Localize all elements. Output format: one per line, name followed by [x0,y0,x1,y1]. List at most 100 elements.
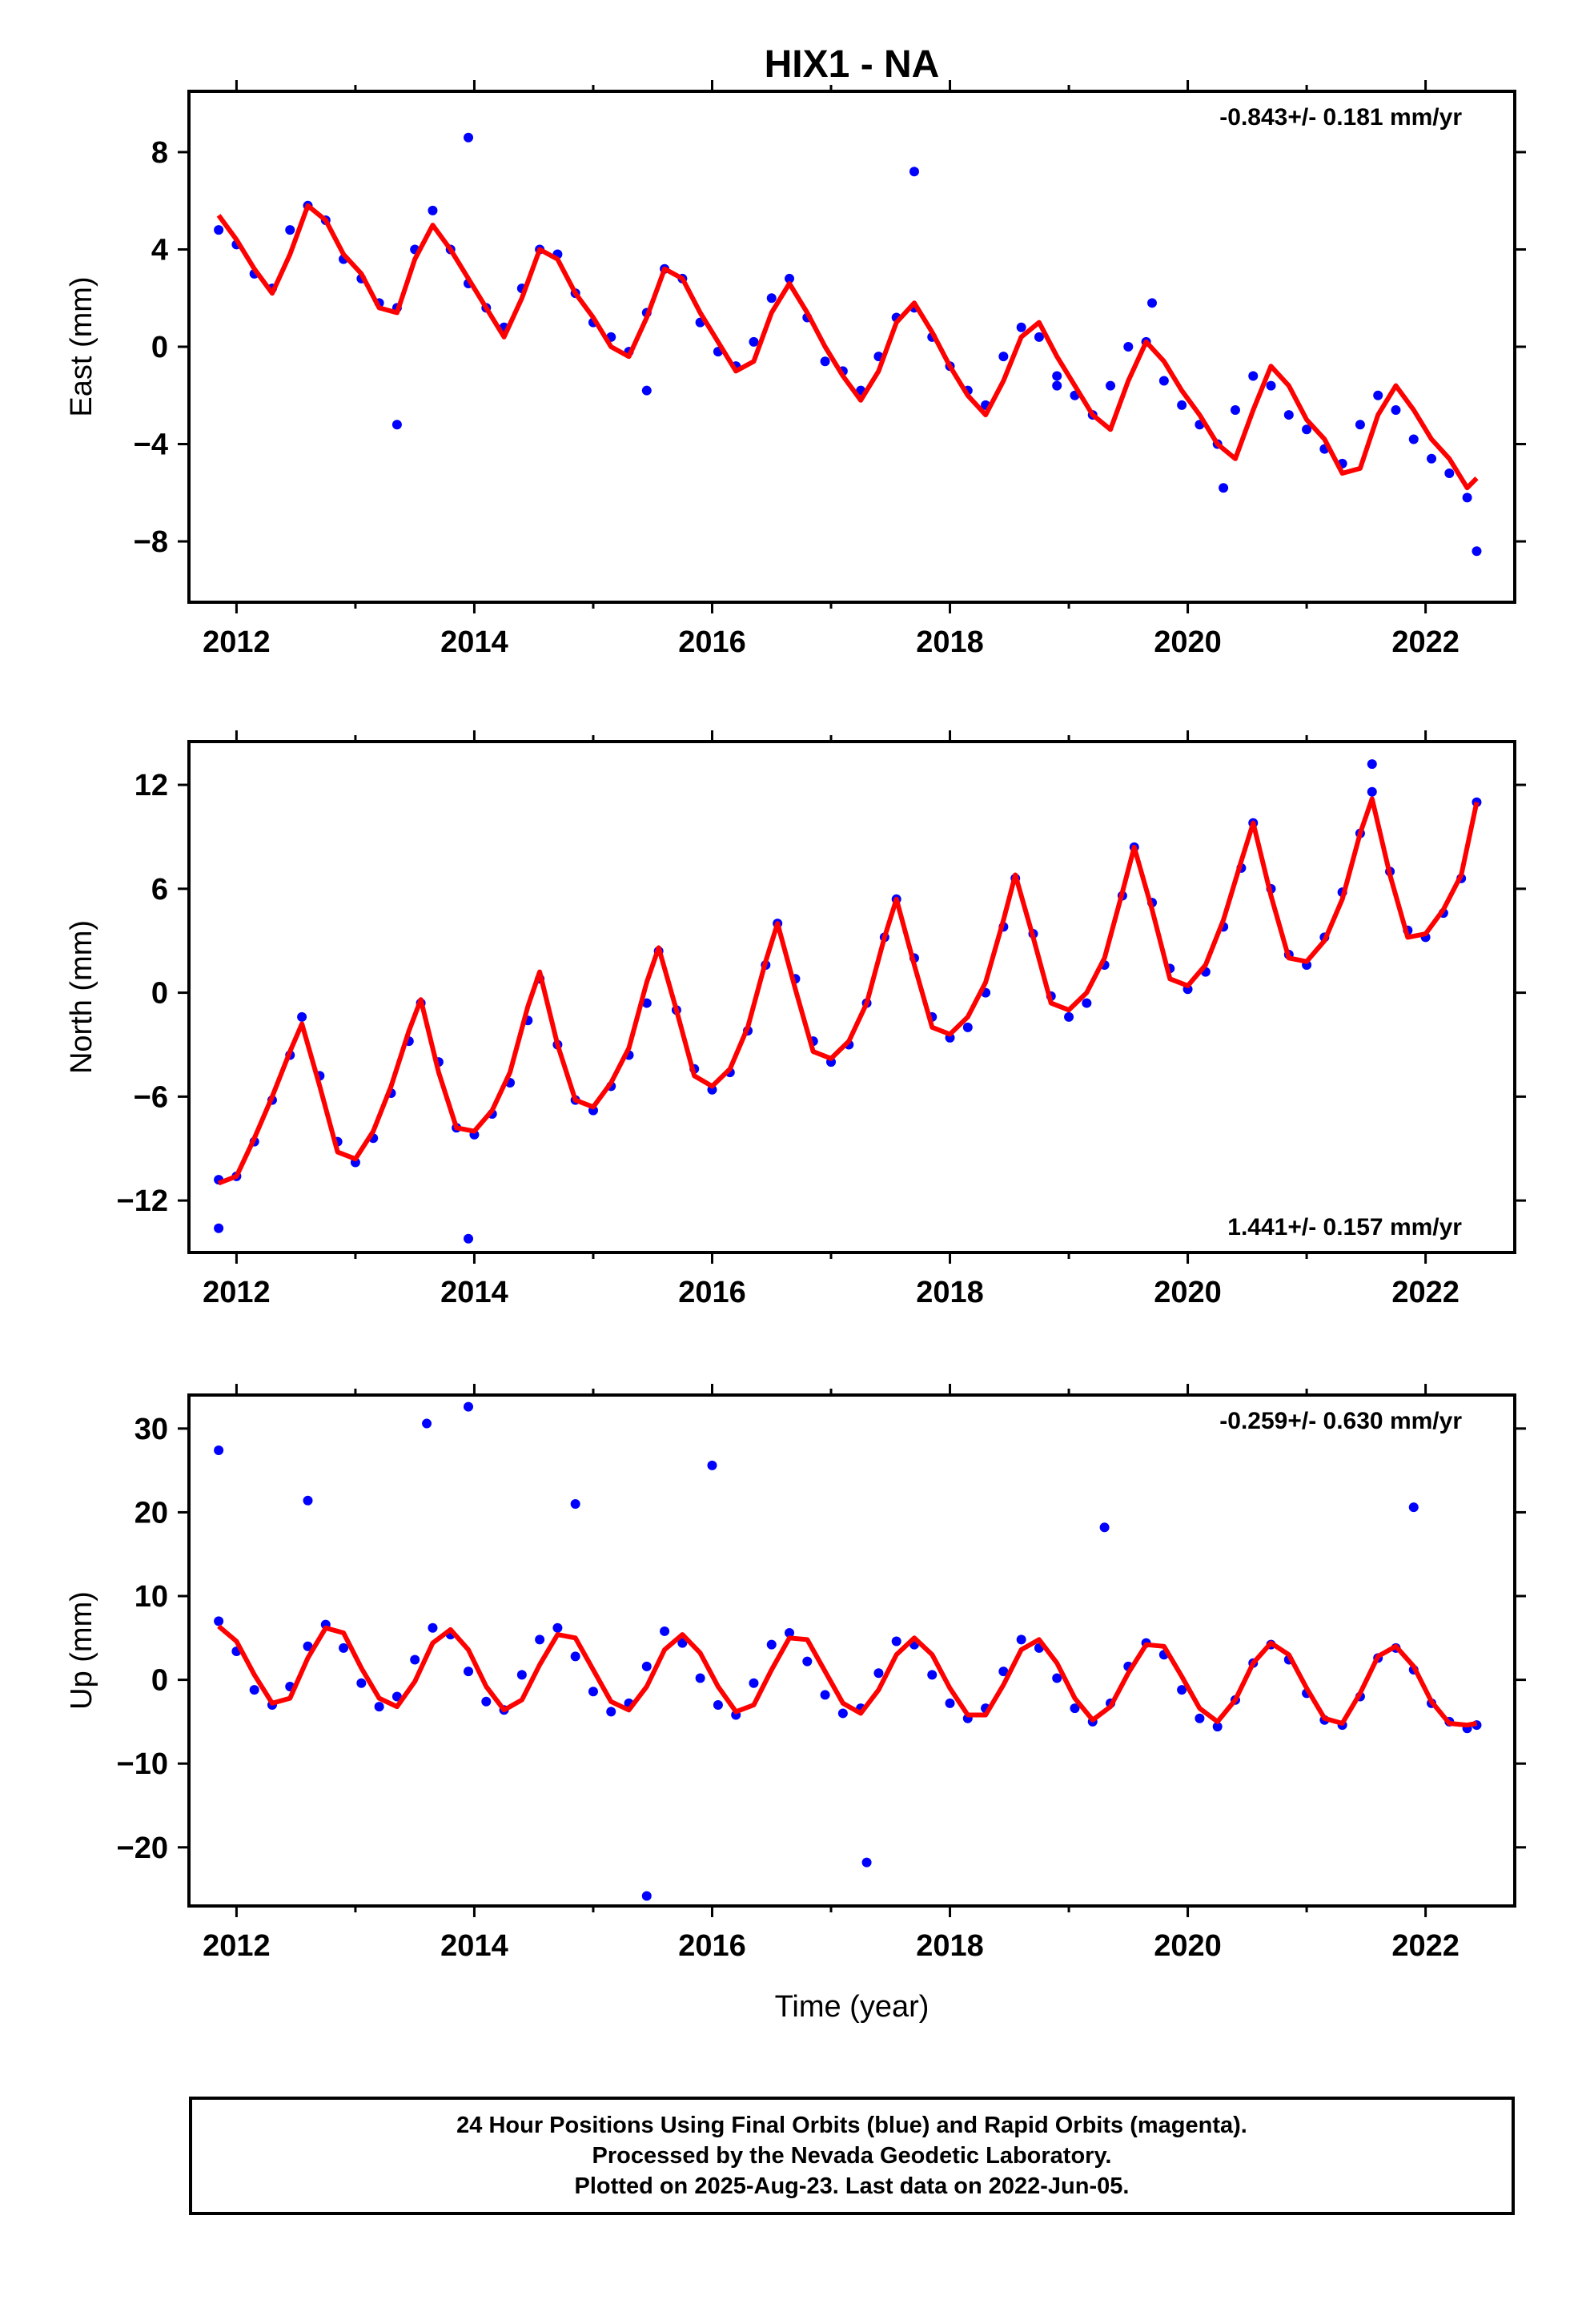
data-point [677,1638,688,1648]
x-tick-label: 2012 [203,625,271,659]
data-point [464,1667,474,1677]
x-tick-label: 2022 [1391,1276,1460,1309]
data-point [249,1685,259,1695]
data-point [1106,380,1116,391]
data-point [1064,1011,1074,1022]
data-point [481,1696,492,1707]
data-point [713,1699,723,1710]
data-point [1034,332,1044,342]
x-tick-label: 2020 [1154,1276,1222,1309]
data-point [1355,420,1365,430]
data-point [1158,376,1169,386]
data-point [707,1460,717,1470]
data-point [909,167,919,177]
data-point [660,1626,670,1636]
data-point [749,336,759,347]
y-axis-label: North (mm) [65,920,98,1074]
data-point [214,1616,224,1626]
data-point [802,1656,813,1667]
model-fit-line [216,203,1479,491]
data-point [1283,410,1294,420]
x-tick-label: 2022 [1391,1929,1460,1963]
y-tick-label: −4 [134,428,168,462]
data-point [749,1678,759,1688]
data-point [1408,1502,1419,1513]
data-point [1052,380,1062,391]
data-point [214,1223,224,1233]
data-point [785,1628,795,1638]
x-tick-label: 2014 [440,625,508,659]
y-tick-label: 4 [151,233,168,267]
velocity-annotation: 1.441+/- 0.157 mm/yr [1227,1214,1462,1240]
y-tick-label: 20 [135,1496,168,1530]
data-point [1462,493,1472,503]
data-point [410,1655,420,1665]
footer-line-3: Plotted on 2025-Aug-23. Last data on 202… [574,2173,1130,2199]
y-tick-label: 0 [151,331,168,364]
x-tick-label: 2012 [203,1929,271,1963]
data-point [214,1445,224,1456]
x-tick-label: 2016 [678,625,746,659]
data-point [214,225,224,235]
data-point [891,1636,901,1647]
data-point [464,1401,474,1412]
data-point [1408,434,1419,444]
x-tick-label: 2022 [1391,625,1460,659]
data-points [214,1401,1482,1901]
data-point [464,1233,474,1244]
data-point [1373,390,1383,400]
data-point [391,420,402,430]
data-point [1266,380,1276,391]
y-tick-label: 8 [151,136,168,170]
x-tick-label: 2018 [916,1276,984,1309]
data-point [766,293,777,304]
x-tick-label: 2016 [678,1276,746,1309]
data-point [1427,453,1437,464]
data-points [214,132,1482,557]
panel-3: 2012 2014 2016 2018 2020 2022 −20 −10 0 10 20 30 Up … [65,1384,1526,1963]
velocity-annotation: -0.843+/- 0.181 mm/yr [1219,104,1462,131]
x-tick-label: 2012 [203,1276,271,1309]
data-point [1082,998,1092,1008]
velocity-annotation: -0.259+/- 0.630 mm/yr [1219,1408,1462,1434]
panel-frame [187,90,1516,604]
data-point [1212,1722,1223,1732]
figure-title: HIX1 - NA [765,43,940,86]
data-point [1391,404,1401,415]
x-tick-label: 2016 [678,1929,746,1963]
data-point [927,1670,938,1680]
data-point [1367,759,1377,770]
x-tick-label: 2018 [916,1929,984,1963]
data-point [1177,400,1187,410]
data-point [873,1668,884,1679]
data-point [1472,546,1482,557]
data-point [1016,1634,1026,1645]
data-point [535,1634,545,1645]
y-tick-label: −8 [134,525,168,559]
data-point [998,352,1009,362]
y-tick-label: −12 [117,1184,168,1218]
y-axis-label: Up (mm) [65,1591,98,1710]
data-point [695,1673,705,1683]
data-point [766,1639,777,1650]
data-point [820,1690,830,1700]
data-point [641,1891,652,1901]
footer-line-2: Processed by the Nevada Geodetic Laborat… [592,2143,1112,2169]
data-point [1302,424,1312,435]
data-point [1230,404,1240,415]
data-point [588,1687,598,1697]
y-tick-label: 6 [151,873,168,907]
data-point [1444,468,1455,478]
data-point [820,356,830,367]
model-fit-line [218,796,1480,1186]
data-point [606,1707,616,1717]
data-point [428,1622,438,1633]
data-point [1016,322,1026,332]
data-point [1367,786,1377,797]
data-point [570,1651,580,1662]
data-point [428,205,438,215]
data-point [1123,342,1134,352]
data-point [374,1702,384,1712]
data-point [641,1661,652,1671]
